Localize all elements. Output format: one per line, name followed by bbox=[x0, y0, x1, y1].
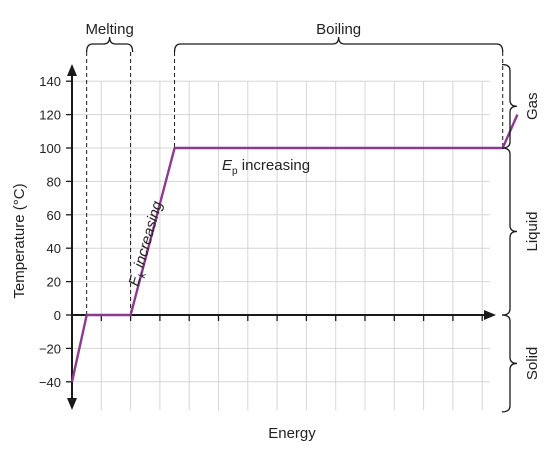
liquid-label: Liquid bbox=[524, 211, 541, 251]
gas-bracket bbox=[501, 63, 518, 149]
y-tick-label: 100 bbox=[39, 141, 61, 156]
melting-label: Melting bbox=[85, 21, 133, 38]
y-tick-label: −20 bbox=[39, 341, 61, 356]
heating-curve-line bbox=[70, 114, 519, 383]
y-tick-label: 80 bbox=[47, 174, 61, 189]
boiling-bracket bbox=[173, 36, 504, 53]
x-axis-arrow bbox=[484, 310, 496, 320]
gas-label: Gas bbox=[524, 92, 541, 120]
y-axis-arrow-up bbox=[67, 64, 77, 76]
brackets: Melting Boiling Gas Liquid Solid bbox=[85, 21, 541, 413]
y-tick-label: 0 bbox=[54, 308, 61, 323]
y-tick-labels: 140 120 100 80 60 40 20 0 −20 −40 bbox=[39, 74, 61, 390]
ek-text: increasing bbox=[130, 199, 167, 274]
svg-text:Ek increasing: Ek increasing bbox=[126, 199, 170, 289]
y-axis-arrow-down bbox=[67, 398, 77, 410]
y-tick-label: 20 bbox=[47, 275, 61, 290]
solid-bracket bbox=[501, 314, 518, 413]
ep-text: increasing bbox=[238, 157, 311, 174]
melting-bracket bbox=[86, 36, 134, 53]
solid-label: Solid bbox=[524, 347, 541, 380]
boiling-label: Boiling bbox=[316, 21, 361, 38]
ek-annotation: Ek increasing bbox=[126, 199, 170, 289]
y-tick-label: 120 bbox=[39, 108, 61, 123]
liquid-bracket bbox=[501, 147, 518, 316]
svg-text:Ep increasing: Ep increasing bbox=[222, 157, 310, 177]
axes bbox=[66, 64, 496, 410]
ek-subscript: k bbox=[137, 271, 149, 280]
y-tick-label: 40 bbox=[47, 241, 61, 256]
grid bbox=[72, 80, 490, 411]
y-tick-label: 60 bbox=[47, 208, 61, 223]
ep-symbol: E bbox=[222, 157, 233, 174]
reference-lines bbox=[86, 52, 504, 315]
ep-annotation: Ep increasing bbox=[222, 157, 310, 177]
series bbox=[70, 114, 519, 383]
y-tick-label: 140 bbox=[39, 74, 61, 89]
ep-subscript: p bbox=[232, 166, 238, 177]
y-axis-label: Temperature (°C) bbox=[11, 183, 28, 298]
x-axis-label: Energy bbox=[268, 425, 316, 442]
y-tick-label: −40 bbox=[39, 375, 61, 390]
